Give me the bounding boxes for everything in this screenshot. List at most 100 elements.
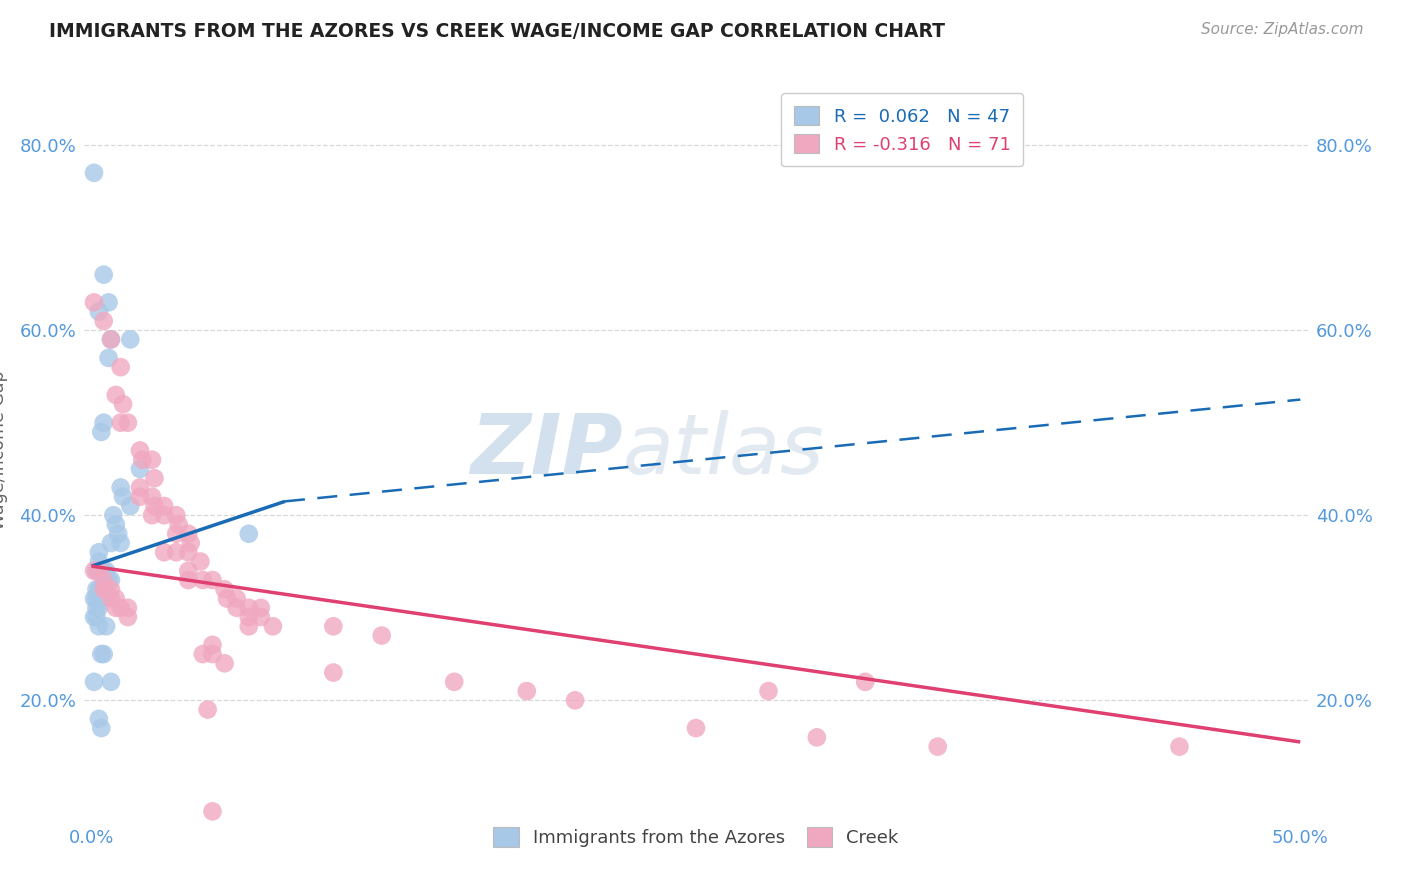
Point [238,526,260,541]
Point [93,268,115,282]
Point [100,573,122,587]
Point [93,582,115,597]
Point [97,351,120,365]
Point [83,674,105,689]
Point [100,333,122,347]
Point [131,452,153,467]
Point [93,564,115,578]
Point [93,314,115,328]
Point [100,582,122,597]
Point [201,805,224,819]
Point [225,591,247,606]
Point [103,508,125,523]
Point [758,684,780,698]
Point [110,480,132,494]
Point [100,674,122,689]
Point [117,610,139,624]
Point [87,304,110,318]
Point [87,545,110,559]
Text: ZIP: ZIP [470,410,623,491]
Point [87,591,110,606]
Point [250,610,273,624]
Point [86,582,108,597]
Point [225,600,247,615]
Point [129,443,152,458]
Point [90,591,112,606]
Point [117,416,139,430]
Point [191,573,214,587]
Point [90,425,112,439]
Point [322,619,344,633]
Point [153,499,176,513]
Y-axis label: Wage/Income Gap: Wage/Income Gap [0,371,8,530]
Point [100,591,122,606]
Point [93,573,115,587]
Point [93,416,115,430]
Point [177,526,200,541]
Point [685,721,707,735]
Point [100,536,122,550]
Point [443,674,465,689]
Point [104,600,127,615]
Point [86,564,108,578]
Point [564,693,586,707]
Point [97,295,120,310]
Point [153,545,176,559]
Point [112,490,135,504]
Point [370,628,392,642]
Point [177,564,200,578]
Text: IMMIGRANTS FROM THE AZORES VS CREEK WAGE/INCOME GAP CORRELATION CHART: IMMIGRANTS FROM THE AZORES VS CREEK WAGE… [49,22,945,41]
Point [141,508,163,523]
Point [110,360,132,375]
Point [112,397,135,411]
Point [83,564,105,578]
Point [191,647,214,661]
Point [238,610,260,624]
Point [167,517,190,532]
Point [87,582,110,597]
Point [104,388,127,402]
Point [516,684,538,698]
Point [87,600,110,615]
Point [214,657,236,671]
Point [129,480,152,494]
Point [83,295,105,310]
Point [177,545,200,559]
Point [94,619,117,633]
Point [87,555,110,569]
Point [250,600,273,615]
Text: atlas: atlas [623,410,824,491]
Point [87,619,110,633]
Point [165,526,187,541]
Point [927,739,949,754]
Point [165,545,187,559]
Point [201,573,224,587]
Point [201,647,224,661]
Point [104,517,127,532]
Point [83,610,105,624]
Point [190,555,212,569]
Point [143,499,166,513]
Point [120,499,142,513]
Point [83,591,105,606]
Point [87,712,110,726]
Point [110,536,132,550]
Point [93,582,115,597]
Point [93,647,115,661]
Point [180,536,202,550]
Point [214,582,236,597]
Point [197,703,219,717]
Point [1168,739,1191,754]
Point [90,721,112,735]
Point [262,619,284,633]
Point [806,731,828,745]
Point [853,674,876,689]
Point [83,166,105,180]
Point [141,490,163,504]
Point [120,333,142,347]
Point [107,526,129,541]
Point [153,508,176,523]
Point [87,564,110,578]
Point [86,600,108,615]
Point [238,600,260,615]
